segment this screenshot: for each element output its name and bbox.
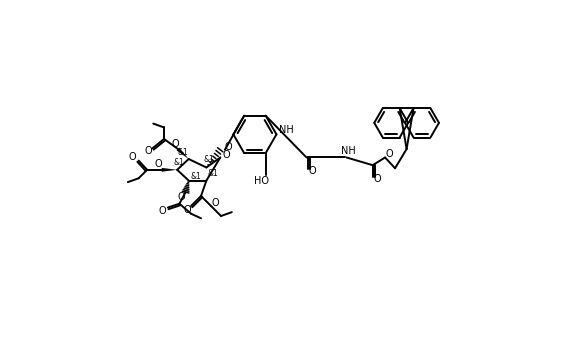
Text: &1: &1 — [203, 155, 214, 164]
Text: NH: NH — [341, 146, 355, 156]
Text: O: O — [183, 205, 191, 215]
Text: O: O — [178, 192, 185, 202]
Text: O: O — [374, 174, 381, 184]
Text: O: O — [158, 206, 166, 216]
Text: O: O — [129, 152, 137, 162]
Text: HO: HO — [253, 176, 269, 186]
Polygon shape — [162, 168, 177, 172]
Polygon shape — [176, 148, 189, 159]
Text: O: O — [171, 140, 179, 149]
Text: O: O — [308, 166, 316, 176]
Text: O: O — [144, 146, 152, 156]
Text: O: O — [223, 150, 230, 160]
Text: &1: &1 — [173, 158, 184, 166]
Text: O: O — [212, 198, 219, 208]
Text: NH: NH — [279, 125, 294, 135]
Text: &1: &1 — [208, 169, 219, 178]
Text: O: O — [224, 142, 232, 152]
Text: O: O — [385, 149, 393, 159]
Text: O: O — [155, 159, 162, 170]
Text: &1: &1 — [191, 172, 201, 181]
Text: &1: &1 — [178, 148, 189, 157]
